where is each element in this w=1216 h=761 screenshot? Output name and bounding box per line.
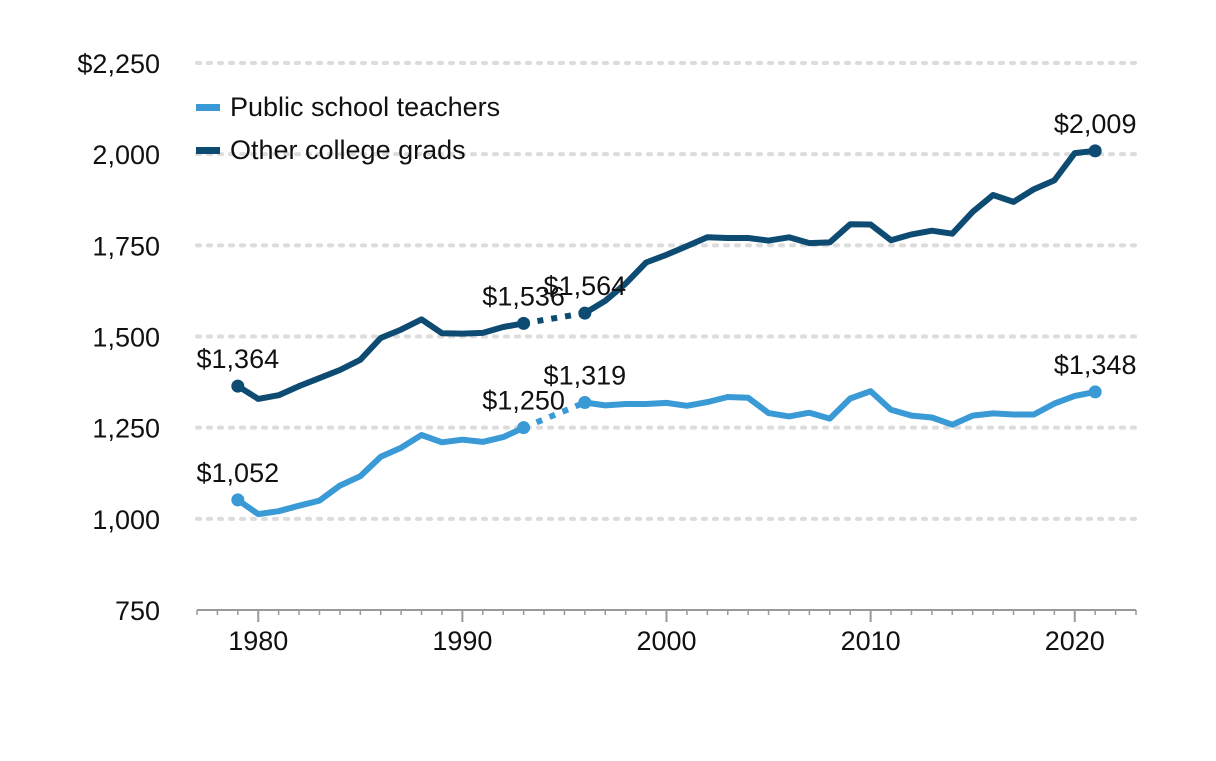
data-point-marker <box>231 379 245 393</box>
x-tick-label: 1990 <box>432 626 492 656</box>
y-tick-label: 2,000 <box>92 140 160 170</box>
data-label: $1,364 <box>197 344 280 374</box>
legend-swatch <box>196 147 220 154</box>
series-line-1-early <box>234 316 527 402</box>
data-point-marker <box>1088 385 1102 399</box>
series-line-1-late <box>581 147 1099 317</box>
legend: Public school teachers Other college grad… <box>196 92 500 165</box>
data-label: $1,319 <box>544 361 627 391</box>
gridlines <box>195 61 1138 521</box>
y-tick-label: 1,750 <box>92 231 160 261</box>
y-axis: 750 1,000 1,250 1,500 1,750 2,000 $2,250 <box>77 49 160 626</box>
data-label: $2,009 <box>1054 109 1137 139</box>
x-tick-label: 1980 <box>228 626 288 656</box>
data-label: $1,250 <box>482 386 565 416</box>
data-point-marker <box>517 421 531 435</box>
x-axis: 1980 1990 2000 2010 2020 <box>196 609 1137 656</box>
y-tick-label: 1,500 <box>92 323 160 353</box>
legend-swatch <box>196 104 220 111</box>
series-gap-1 <box>523 310 586 327</box>
data-point-marker <box>1088 144 1102 158</box>
data-label: $1,348 <box>1054 350 1137 380</box>
data-label: $1,052 <box>197 458 280 488</box>
data-label: $1,564 <box>544 271 627 301</box>
data-point-marker <box>578 396 592 410</box>
data-label: $1,536 <box>482 281 565 311</box>
x-tick-label: 2010 <box>841 626 901 656</box>
y-tick-label: 750 <box>115 596 160 626</box>
series-gap-0 <box>522 399 586 431</box>
data-point-marker <box>231 493 245 507</box>
y-tick-label: 1,250 <box>92 414 160 444</box>
series-lines <box>231 144 1102 518</box>
series-line-0-late <box>581 388 1099 428</box>
legend-label: Other college grads <box>230 135 466 165</box>
x-tick-label: 2000 <box>636 626 696 656</box>
data-labels: $1,052 $1,250$1,319 $1,348 $1,364 $1,536$1,5… <box>197 109 1137 488</box>
data-point-marker <box>517 316 531 330</box>
x-tick-label: 2020 <box>1045 626 1105 656</box>
data-point-marker <box>578 306 592 320</box>
y-tick-label: 1,000 <box>92 505 160 535</box>
y-tick-label: $2,250 <box>77 49 160 79</box>
series-line-0-early <box>234 424 527 518</box>
legend-label: Public school teachers <box>230 92 500 122</box>
